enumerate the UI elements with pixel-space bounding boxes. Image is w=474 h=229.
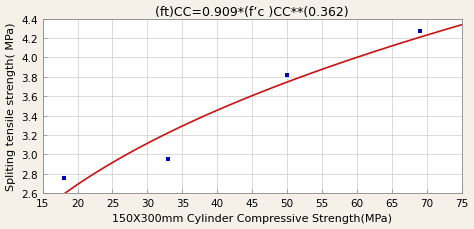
Point (416, 30, 424, 34)
X-axis label: 150X300mm Cylinder Compressive Strength(MPa): 150X300mm Cylinder Compressive Strength(… (112, 213, 392, 224)
Title: (ft)CC=0.909*(f’c )CC**(0.362): (ft)CC=0.909*(f’c )CC**(0.362) (155, 5, 349, 19)
Point (283, 74, 291, 77)
Point (60, 176, 67, 180)
Point (164, 158, 172, 161)
Y-axis label: Spliting tensile strength( MPa): Spliting tensile strength( MPa) (6, 22, 16, 190)
